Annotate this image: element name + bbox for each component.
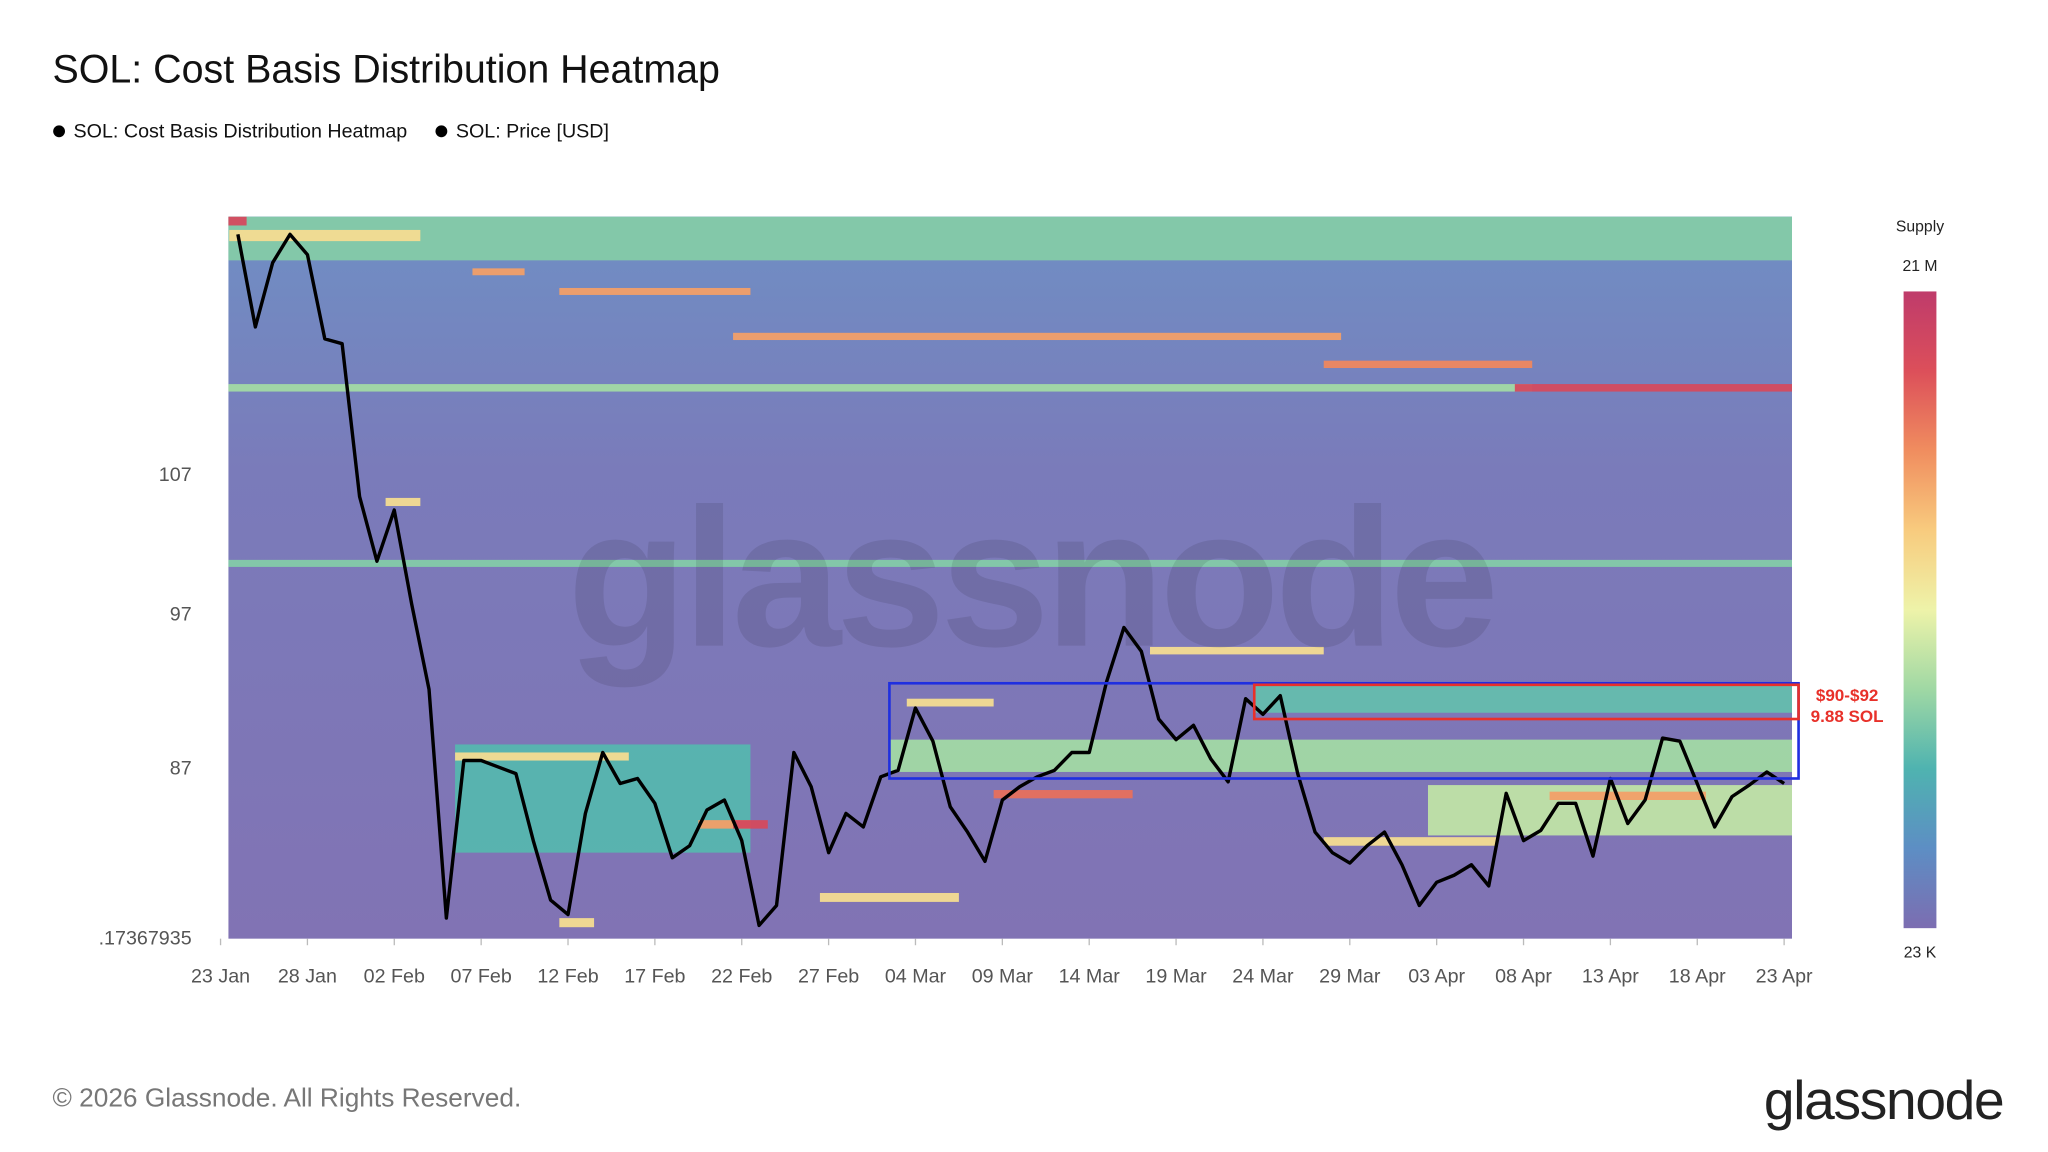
heat-band — [733, 820, 768, 829]
box-label: $90-$92 — [1816, 686, 1879, 705]
y-tick-label: .17367935 — [99, 928, 192, 950]
legend-marker — [53, 125, 65, 138]
overlay: $90-$92 9.88 SOL .17367935 87 97 107 23 Jan 28 … — [53, 120, 1944, 988]
heat-band — [889, 739, 1792, 772]
x-tick-label: 24 Mar — [1232, 966, 1294, 988]
logo: glassnode — [1764, 1069, 2004, 1131]
x-tick-label: 23 Jan — [191, 966, 250, 988]
colorbar-tick-label: 21 M — [1902, 258, 1937, 275]
x-tick-label: 13 Apr — [1582, 966, 1639, 988]
x-tick-label: 07 Feb — [451, 966, 512, 988]
heat-band — [559, 287, 751, 295]
heat-band — [1323, 360, 1533, 369]
x-tick-label: 04 Mar — [885, 966, 947, 988]
x-tick-label: 12 Feb — [537, 966, 598, 988]
x-tick-label: 17 Feb — [624, 966, 685, 988]
colorbar-title: Supply — [1896, 219, 1944, 236]
heat-band — [228, 216, 1792, 261]
x-tick-label: 03 Apr — [1408, 966, 1465, 988]
heatmap — [228, 216, 1792, 928]
y-tick-label: 87 — [170, 758, 192, 780]
heat-band — [229, 229, 421, 242]
x-tick-label: 19 Mar — [1145, 966, 1207, 988]
colorbar — [1903, 291, 1937, 929]
footer: © 2026 Glassnode. All Rights Reserved. — [53, 1083, 522, 1113]
heat-band — [559, 918, 595, 928]
chart-title: SOL: Cost Basis Distribution Heatmap — [53, 48, 720, 92]
x-tick-label: 27 Feb — [798, 966, 859, 988]
legend-label: SOL: Price [USD] — [456, 120, 609, 142]
heat-band — [455, 752, 629, 761]
highlight-box — [888, 681, 1800, 780]
y-tick-label: 107 — [159, 464, 192, 486]
heat-band — [733, 332, 1342, 341]
x-tick-label: 08 Apr — [1495, 966, 1552, 988]
price-line — [236, 232, 1786, 928]
x-tick-label: 29 Mar — [1319, 966, 1381, 988]
heat-band — [472, 268, 525, 276]
heat-band — [1323, 837, 1498, 846]
legend-label: SOL: Cost Basis Distribution Heatmap — [74, 120, 408, 142]
box-label: 9.88 SOL — [1811, 707, 1884, 726]
heat-band — [228, 559, 1792, 567]
heat-band — [455, 744, 751, 853]
colorbar-tick-label: 23 K — [1904, 945, 1937, 962]
heat-band — [906, 698, 994, 707]
x-tick-label: 28 Jan — [278, 966, 337, 988]
heat-band — [1254, 684, 1792, 713]
heat-band — [1150, 646, 1324, 655]
x-tick-label: 09 Mar — [972, 966, 1034, 988]
y-tick-label: 97 — [170, 603, 192, 625]
x-tick-label: 02 Feb — [364, 966, 425, 988]
x-tick-label: 18 Apr — [1669, 966, 1726, 988]
heat-band — [1549, 791, 1706, 801]
legend-marker — [435, 125, 448, 138]
highlight-box — [1252, 683, 1800, 721]
heat-band — [819, 892, 959, 902]
heat-band — [228, 384, 1533, 392]
heat-band — [228, 216, 247, 226]
x-tick-label: 22 Feb — [711, 966, 772, 988]
heat-band — [385, 497, 421, 507]
heat-band — [993, 790, 1133, 799]
x-tick-label: 14 Mar — [1059, 966, 1121, 988]
x-tick-label: 23 Apr — [1756, 966, 1813, 988]
watermark: glassnode — [567, 468, 1494, 688]
heat-band — [698, 820, 751, 829]
heat-band — [1514, 384, 1792, 392]
